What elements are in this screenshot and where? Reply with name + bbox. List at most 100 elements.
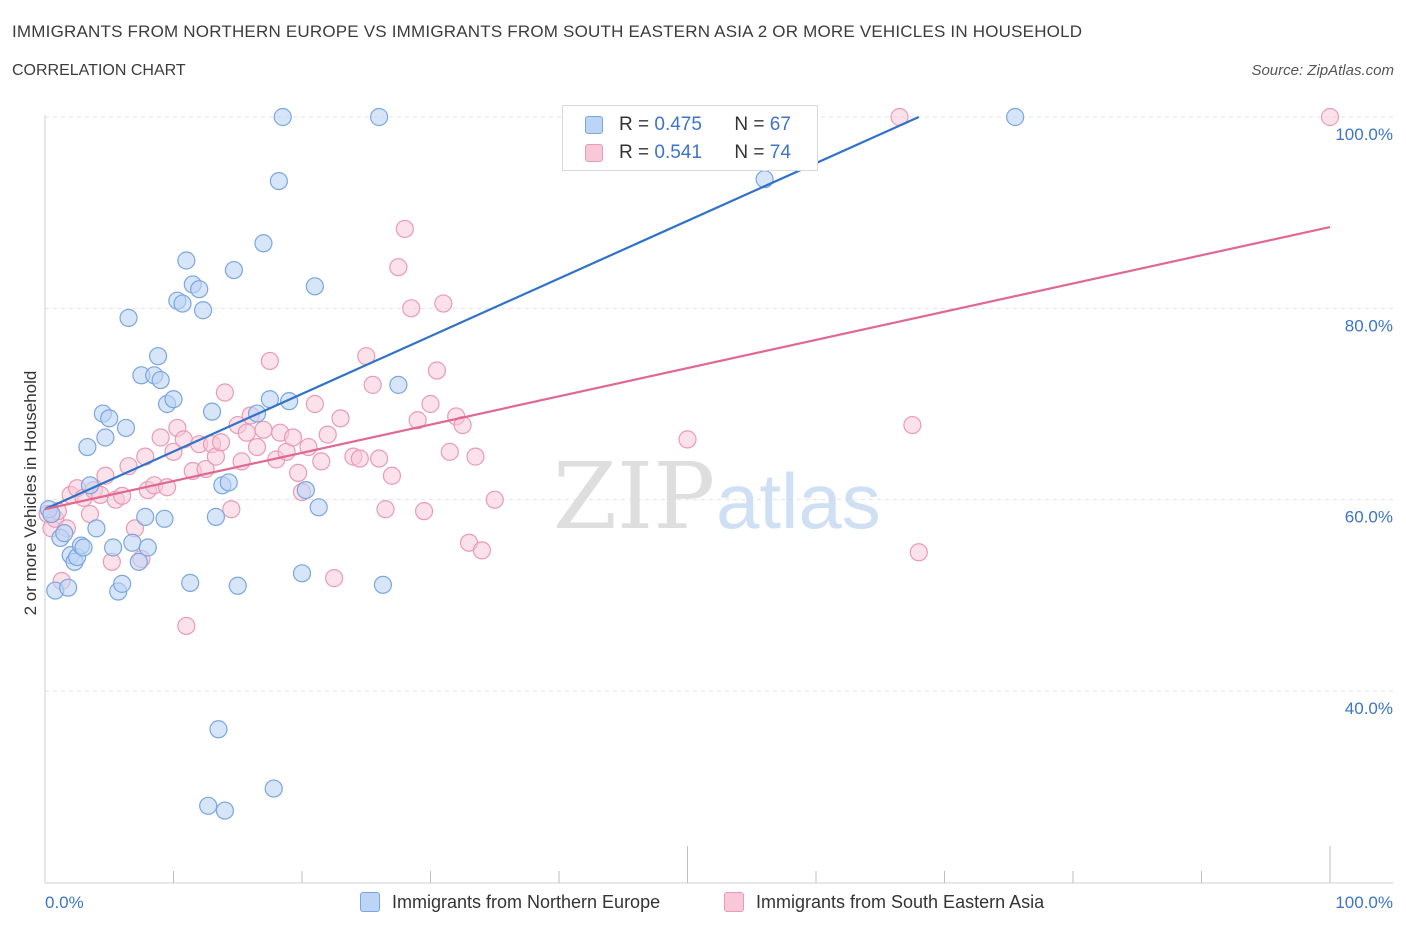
y-axis-title: 2 or more Vehicles in Household: [21, 371, 40, 616]
data-point-south-eastern-asia: [376, 500, 395, 519]
data-point-south-eastern-asia: [472, 541, 491, 560]
data-point-northern-europe: [148, 347, 168, 366]
data-point-south-eastern-asia: [305, 394, 324, 414]
data-point-northern-europe: [305, 277, 324, 296]
data-point-northern-europe: [59, 578, 78, 597]
data-point-south-eastern-asia: [260, 351, 279, 371]
data-point-south-eastern-asia: [370, 449, 389, 468]
data-point-northern-europe: [264, 779, 283, 798]
legend-n-value: 67: [769, 114, 791, 135]
x-tick-label-min: 0.0%: [45, 893, 84, 912]
legend-swatch-blue: [585, 116, 603, 134]
stats-legend-row-pink: R = 0.541 N = 74: [585, 141, 791, 165]
data-point-south-eastern-asia: [389, 258, 408, 277]
legend-r-value: 0.475: [654, 114, 702, 135]
data-point-northern-europe: [269, 171, 288, 191]
data-point-south-eastern-asia: [485, 490, 504, 509]
data-point-south-eastern-asia: [363, 375, 382, 394]
data-point-south-eastern-asia: [331, 409, 350, 428]
bottom-legend-label: Immigrants from South Eastern Asia: [756, 891, 1045, 912]
trend-lines: [44, 115, 1331, 511]
data-point-northern-europe: [104, 538, 123, 557]
data-point-south-eastern-asia: [177, 616, 196, 636]
data-point-south-eastern-asia: [382, 466, 402, 485]
data-point-south-eastern-asia: [350, 449, 369, 468]
legend-n-label: N =: [734, 114, 765, 135]
data-point-northern-europe: [116, 418, 136, 438]
data-point-northern-europe: [55, 524, 74, 543]
data-point-northern-europe: [177, 251, 196, 270]
data-point-northern-europe: [228, 576, 247, 595]
data-point-northern-europe: [206, 507, 226, 526]
data-point-northern-europe: [181, 573, 200, 592]
y-tick-label: 80.0%: [1345, 316, 1393, 335]
x-ticks: [173, 846, 1331, 883]
data-point-south-eastern-asia: [325, 569, 344, 588]
data-point-south-eastern-asia: [247, 437, 267, 457]
data-point-northern-europe: [74, 538, 93, 557]
data-point-south-eastern-asia: [421, 394, 440, 414]
data-point-northern-europe: [155, 509, 174, 528]
data-point-northern-europe: [129, 552, 148, 571]
data-point-south-eastern-asia: [395, 219, 414, 239]
legend-r-value: 0.541: [654, 142, 702, 163]
data-point-south-eastern-asia: [151, 428, 170, 447]
trend-line-northern-europe: [44, 115, 920, 511]
chart-title: IMMIGRANTS FROM NORTHERN EUROPE VS IMMIG…: [12, 22, 1083, 41]
data-point-south-eastern-asia: [318, 425, 337, 444]
series-south-eastern-asia-points: [38, 107, 1340, 636]
data-point-south-eastern-asia: [408, 411, 427, 430]
chart-subtitle: CORRELATION CHART: [12, 62, 186, 79]
source-credit: Source: ZipAtlas.com: [1251, 62, 1394, 79]
data-point-northern-europe: [309, 498, 328, 517]
data-point-south-eastern-asia: [402, 299, 421, 318]
data-point-northern-europe: [219, 473, 238, 492]
bottom-legend-label: Immigrants from Northern Europe: [392, 891, 661, 912]
data-point-south-eastern-asia: [222, 500, 241, 519]
stats-legend-row-blue: R = 0.475 N = 67: [585, 113, 791, 137]
data-point-northern-europe: [190, 280, 209, 299]
axes: [44, 115, 1393, 884]
data-point-northern-europe: [273, 107, 292, 127]
data-point-south-eastern-asia: [903, 415, 922, 435]
data-point-northern-europe: [119, 308, 138, 327]
data-point-south-eastern-asia: [440, 442, 459, 461]
data-point-northern-europe: [224, 260, 243, 280]
data-point-northern-europe: [215, 801, 234, 820]
data-point-south-eastern-asia: [237, 423, 256, 442]
y-tick-label: 60.0%: [1345, 508, 1393, 527]
legend-n-value: 74: [769, 142, 791, 163]
data-point-south-eastern-asia: [1320, 107, 1340, 127]
trend-line-south-eastern-asia: [44, 225, 1331, 511]
data-point-northern-europe: [112, 574, 132, 593]
data-point-south-eastern-asia: [312, 452, 331, 471]
x-tick-label-max: 100.0%: [1335, 893, 1393, 912]
watermark-atlas: atlas: [716, 457, 881, 545]
bottom-legend-swatch-pink: [724, 892, 744, 912]
data-point-northern-europe: [138, 538, 157, 557]
data-point-northern-europe: [389, 375, 408, 394]
data-point-northern-europe: [373, 575, 393, 594]
data-point-south-eastern-asia: [283, 428, 303, 447]
y-tick-label: 40.0%: [1345, 699, 1393, 718]
data-point-northern-europe: [164, 390, 183, 409]
data-point-south-eastern-asia: [289, 463, 308, 482]
data-point-northern-europe: [199, 796, 218, 815]
bottom-legend-swatch-blue: [360, 892, 380, 912]
data-point-northern-europe: [96, 428, 115, 447]
data-point-northern-europe: [100, 409, 119, 428]
data-point-northern-europe: [1006, 107, 1025, 127]
data-point-south-eastern-asia: [434, 294, 453, 313]
data-point-northern-europe: [370, 107, 389, 127]
data-point-northern-europe: [292, 564, 312, 583]
data-point-northern-europe: [296, 481, 315, 500]
grid-lines: [45, 116, 1393, 692]
data-point-south-eastern-asia: [909, 543, 928, 562]
data-point-northern-europe: [209, 720, 228, 739]
data-point-south-eastern-asia: [215, 383, 234, 402]
data-point-south-eastern-asia: [211, 433, 231, 452]
y-tick-labels: 40.0% 60.0% 80.0% 100.0%: [1335, 125, 1393, 718]
data-point-northern-europe: [193, 301, 213, 320]
data-point-northern-europe: [87, 519, 106, 538]
